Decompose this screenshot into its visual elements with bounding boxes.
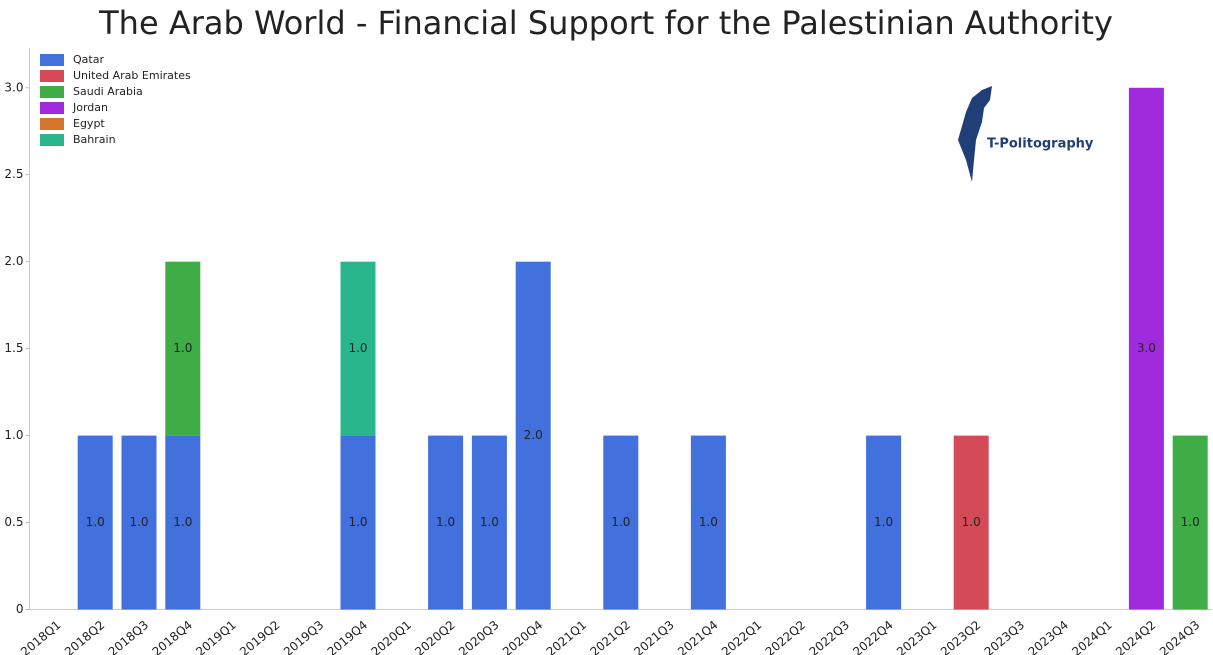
bar xyxy=(515,261,551,610)
data-label: 1.0 xyxy=(173,515,192,529)
bar xyxy=(428,435,464,610)
legend-swatch xyxy=(40,70,64,82)
data-label: 1.0 xyxy=(436,515,455,529)
x-tick-label: 2024Q1 xyxy=(1069,618,1114,655)
y-tick-label: 2.5 xyxy=(4,167,23,181)
x-tick-label: 2020Q3 xyxy=(456,618,501,655)
data-label: 1.0 xyxy=(699,515,718,529)
data-label: 1.0 xyxy=(611,515,630,529)
bar xyxy=(1172,435,1208,610)
legend-label: Qatar xyxy=(73,53,104,66)
legend-label: Jordan xyxy=(72,101,108,114)
x-tick-label: 2023Q3 xyxy=(982,618,1027,655)
x-tick-label: 2019Q2 xyxy=(237,618,282,655)
data-label: 1.0 xyxy=(86,515,105,529)
x-tick-label: 2019Q1 xyxy=(193,618,238,655)
data-label: 1.0 xyxy=(962,515,981,529)
x-tick-label: 2018Q1 xyxy=(18,618,63,655)
legend-swatch xyxy=(40,134,64,146)
data-label: 2.0 xyxy=(524,428,543,442)
data-label: 1.0 xyxy=(874,515,893,529)
bar xyxy=(866,435,902,610)
legend-label: Saudi Arabia xyxy=(73,85,143,98)
x-tick-label: 2020Q2 xyxy=(412,618,457,655)
x-tick-label: 2021Q1 xyxy=(544,618,589,655)
data-label: 1.0 xyxy=(348,341,367,355)
bar xyxy=(77,435,113,610)
x-tick-label: 2021Q2 xyxy=(587,618,632,655)
data-label: 1.0 xyxy=(480,515,499,529)
y-tick-label: 0.5 xyxy=(4,515,23,529)
x-tick-label: 2022Q1 xyxy=(719,618,764,655)
x-tick-label: 2022Q4 xyxy=(850,618,895,655)
bar xyxy=(471,435,507,610)
legend-label: United Arab Emirates xyxy=(73,69,191,82)
data-label: 1.0 xyxy=(1181,515,1200,529)
bar xyxy=(953,435,989,610)
legend-label: Bahrain xyxy=(73,133,116,146)
y-tick-label: 1.5 xyxy=(4,341,23,355)
x-tick-label: 2021Q3 xyxy=(631,618,676,655)
x-tick-label: 2023Q1 xyxy=(894,618,939,655)
bar xyxy=(340,261,376,436)
x-tick-label: 2021Q4 xyxy=(675,618,720,655)
x-tick-label: 2023Q4 xyxy=(1025,618,1070,655)
data-label: 1.0 xyxy=(129,515,148,529)
y-tick-label: 1.0 xyxy=(4,428,23,442)
x-tick-label: 2022Q2 xyxy=(763,618,808,655)
chart-title: The Arab World - Financial Support for t… xyxy=(98,4,1113,42)
x-tick-label: 2020Q1 xyxy=(368,618,413,655)
x-tick-label: 2019Q3 xyxy=(281,618,326,655)
y-tick-label: 0 xyxy=(16,602,24,616)
legend-label: Egypt xyxy=(73,117,105,130)
legend-swatch xyxy=(40,86,64,98)
legend-swatch xyxy=(40,118,64,130)
y-tick-label: 2.0 xyxy=(4,254,23,268)
legend-swatch xyxy=(40,102,64,114)
x-tick-label: 2023Q2 xyxy=(938,618,983,655)
bar xyxy=(121,435,157,610)
x-tick-label: 2022Q3 xyxy=(806,618,851,655)
bar xyxy=(690,435,726,610)
data-label: 3.0 xyxy=(1137,341,1156,355)
bar xyxy=(165,435,201,610)
y-tick-label: 3.0 xyxy=(4,80,23,94)
data-label: 1.0 xyxy=(173,341,192,355)
bar xyxy=(165,261,201,436)
x-tick-label: 2018Q3 xyxy=(106,618,151,655)
bar xyxy=(603,435,639,610)
x-tick-label: 2019Q4 xyxy=(325,618,370,655)
x-tick-label: 2018Q2 xyxy=(62,618,107,655)
logo-shape xyxy=(958,86,992,182)
x-tick-label: 2024Q2 xyxy=(1113,618,1158,655)
x-tick-label: 2024Q3 xyxy=(1157,618,1202,655)
logo-text: T-Politography xyxy=(987,137,1094,152)
bar xyxy=(1128,87,1164,610)
legend-swatch xyxy=(40,54,64,66)
data-label: 1.0 xyxy=(348,515,367,529)
bar xyxy=(340,435,376,610)
x-tick-label: 2020Q4 xyxy=(500,618,545,655)
x-tick-label: 2018Q4 xyxy=(149,618,194,655)
logo: T-Politography xyxy=(958,86,1094,182)
